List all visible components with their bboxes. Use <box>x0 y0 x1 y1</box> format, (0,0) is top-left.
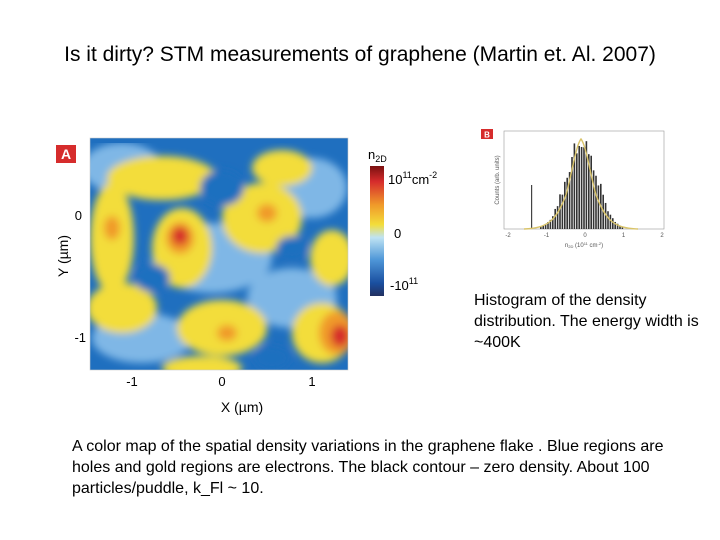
hist-y-axis-label: Counts (arb. units) <box>495 155 501 204</box>
hist-bar <box>592 170 595 229</box>
hist-bar <box>554 208 556 229</box>
hist-bar <box>597 185 600 229</box>
hist-bar <box>531 185 533 229</box>
hist-bar <box>616 223 619 229</box>
hist-bar <box>609 214 612 229</box>
hist-bar <box>564 181 566 229</box>
histogram-bars <box>531 141 624 229</box>
hist-x-tick-label: 1 <box>622 233 626 239</box>
hist-bar <box>542 225 544 229</box>
hist-x-tick-label: -1 <box>544 233 550 239</box>
hist-bar <box>580 146 583 229</box>
x-tick-label: 1 <box>308 374 315 389</box>
hist-x-tick-label: -2 <box>505 233 511 239</box>
colorbar-unit: 1011cm-2 <box>388 170 437 187</box>
panel-label-a-box <box>56 145 76 163</box>
hist-bar <box>583 147 585 229</box>
hist-bar <box>547 222 549 229</box>
hist-x-ticks: -2 -1 0 1 2 <box>505 233 664 239</box>
hist-bar <box>607 211 609 229</box>
colorbar-title: n2D <box>368 147 387 164</box>
hist-x-tick-label: 0 <box>583 233 587 239</box>
hist-bar <box>585 141 588 229</box>
hist-bar <box>590 155 592 229</box>
panel-label-b: B <box>484 131 490 140</box>
hist-bar <box>595 175 597 229</box>
x-axis-label: X (µm) <box>221 399 263 415</box>
density-color-map-figure: A <box>55 137 437 415</box>
density-histogram-figure: B Counts (arb. units) -2 -1 0 1 2 n2D (1011 … <box>481 129 664 249</box>
y-axis-label: Y (µm) <box>55 235 71 277</box>
hist-bar <box>612 218 614 229</box>
y-tick-label: -1 <box>74 330 86 345</box>
hist-bar <box>578 145 580 229</box>
colorbar-bottom-label: -1011 <box>390 276 418 293</box>
hist-bar <box>552 216 554 229</box>
gaussian-fit-curve <box>523 137 639 230</box>
hist-bar <box>568 172 571 229</box>
hist-bar <box>614 221 616 229</box>
hist-bar <box>576 153 578 229</box>
panel-label-b-box <box>481 129 493 139</box>
slide-title: Is it dirty? STM measurements of graphen… <box>64 43 656 66</box>
hist-bar <box>559 194 561 229</box>
color-map-caption: A color map of the spatial density varia… <box>72 438 664 497</box>
x-tick-label: 0 <box>218 374 225 389</box>
hist-bar <box>561 194 564 229</box>
hist-x-tick-label: 2 <box>660 233 664 239</box>
hist-bar <box>619 225 621 229</box>
hist-bar <box>566 177 568 229</box>
hist-bar <box>571 157 573 229</box>
density-map <box>90 138 348 370</box>
x-tick-label: -1 <box>126 374 138 389</box>
hist-bar <box>588 154 590 229</box>
hist-bar <box>621 226 624 229</box>
hist-bar <box>573 143 576 229</box>
hist-bar <box>549 219 552 229</box>
hist-bar <box>556 206 559 229</box>
colorbar-zero-label: 0 <box>394 226 401 241</box>
y-tick-label: 0 <box>75 208 82 223</box>
colorbar <box>370 166 384 296</box>
hist-bar <box>540 226 542 229</box>
hist-bar <box>544 223 547 229</box>
panel-label-a: A <box>61 146 71 162</box>
histogram-caption: Histogram of the density distribution. T… <box>474 292 699 351</box>
hist-bar <box>604 202 607 229</box>
hist-x-axis-label: n2D (1011 cm-2) <box>565 241 603 249</box>
